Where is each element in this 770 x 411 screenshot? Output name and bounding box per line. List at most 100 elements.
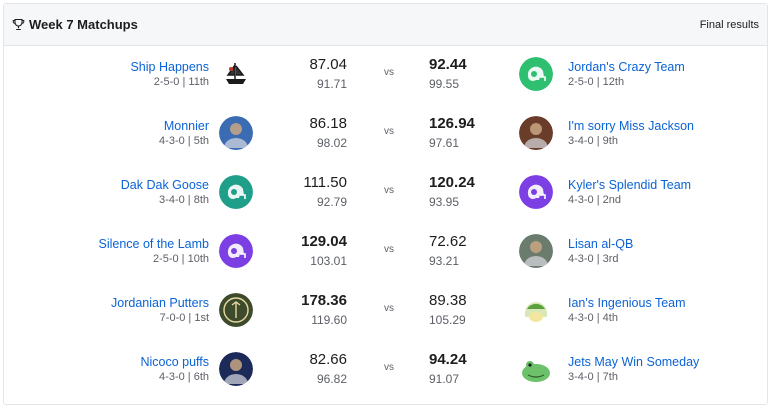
right-team-avatar[interactable]	[519, 234, 553, 268]
left-team-avatar[interactable]	[219, 116, 253, 150]
left-team: Monnier 4-3-0 | 5th	[159, 118, 209, 149]
right-team: Jets May Win Someday 3-4-0 | 7th	[568, 354, 699, 385]
vs-label: vs	[384, 126, 394, 137]
vs-label: vs	[384, 362, 394, 373]
left-team-name-link[interactable]: Dak Dak Goose	[120, 178, 209, 192]
football-helmet-avatar-icon	[219, 175, 253, 209]
left-team: Nicoco puffs 4-3-0 | 6th	[140, 354, 209, 385]
character-photo-avatar-icon	[519, 234, 553, 268]
left-score-block: 87.04 91.71	[309, 55, 347, 93]
status-label: Final results	[699, 18, 759, 31]
matchup-row[interactable]: Jordanian Putters 7-0-0 | 1st 178.36 119.60…	[4, 281, 767, 340]
matchup-row[interactable]: Dak Dak Goose 3-4-0 | 8th 111.50 92.79 vs 120…	[4, 163, 767, 222]
right-team-record: 4-3-0 | 3rd	[568, 253, 619, 265]
right-team-record: 2-5-0 | 12th	[568, 76, 625, 88]
matchups-header: Week 7 Matchups Final results	[4, 4, 767, 46]
left-score: 82.66	[309, 351, 347, 368]
left-score-block: 111.50 92.79	[303, 173, 347, 211]
left-team-record: 2-5-0 | 11th	[153, 76, 209, 88]
right-score: 94.24	[429, 351, 467, 368]
header-title-group: Week 7 Matchups	[12, 17, 138, 32]
matchup-row[interactable]: Ship Happens 2-5-0 | 11th 87.04 91.71 vs 92.4…	[4, 45, 767, 104]
vs-label: vs	[384, 185, 394, 196]
right-team-name-link[interactable]: Jets May Win Someday	[568, 355, 700, 369]
right-score-block: 120.24 93.95	[429, 173, 475, 211]
football-helmet-avatar-icon	[219, 234, 253, 268]
right-score: 72.62	[429, 233, 467, 250]
left-team-name-link[interactable]: Monnier	[163, 119, 209, 133]
left-team-record: 4-3-0 | 5th	[159, 135, 209, 147]
left-score: 129.04	[301, 233, 347, 250]
right-team-avatar[interactable]	[519, 175, 553, 209]
right-projected-score: 91.07	[429, 372, 460, 386]
right-score: 126.94	[429, 115, 475, 132]
left-team: Jordanian Putters 7-0-0 | 1st	[111, 295, 209, 326]
left-team: Dak Dak Goose 3-4-0 | 8th	[121, 177, 209, 208]
left-team-avatar[interactable]	[219, 175, 253, 209]
right-team-record: 3-4-0 | 7th	[568, 371, 618, 383]
left-score: 178.36	[301, 292, 347, 309]
left-team-avatar[interactable]	[219, 234, 253, 268]
left-projected-score: 91.71	[316, 77, 347, 91]
left-projected-score: 96.82	[316, 372, 347, 386]
right-team-record: 4-3-0 | 4th	[568, 312, 618, 324]
right-score-block: 126.94 97.61	[429, 114, 475, 152]
vs-label: vs	[384, 303, 394, 314]
right-team-name-link[interactable]: Lisan al-QB	[568, 237, 634, 251]
right-score-block: 92.44 99.55	[429, 55, 467, 93]
left-team-record: 3-4-0 | 8th	[159, 194, 209, 206]
right-score: 92.44	[429, 56, 467, 73]
left-team-name-link[interactable]: Silence of the Lamb	[98, 237, 210, 251]
right-score: 120.24	[429, 174, 475, 191]
left-score-block: 86.18 98.02	[309, 114, 347, 152]
left-projected-score: 119.60	[311, 313, 347, 327]
left-team-record: 2-5-0 | 10th	[152, 253, 209, 265]
right-team: Ian's Ingenious Team 4-3-0 | 4th	[568, 295, 686, 326]
matchup-row[interactable]: Nicoco puffs 4-3-0 | 6th 82.66 96.82 vs 94.24…	[4, 340, 767, 399]
left-team-avatar[interactable]	[219, 57, 253, 91]
pirate-ship-avatar-icon	[219, 57, 253, 91]
frog-cartoon-avatar-icon	[519, 352, 553, 386]
vs-label: vs	[384, 67, 394, 78]
right-projected-score: 97.61	[429, 136, 460, 150]
right-team-name-link[interactable]: I'm sorry Miss Jackson	[568, 119, 695, 133]
matchup-row[interactable]: Silence of the Lamb 2-5-0 | 10th 129.04 103…	[4, 222, 767, 281]
left-team-name-link[interactable]: Ship Happens	[130, 60, 209, 74]
page-title: Week 7 Matchups	[29, 17, 138, 32]
left-projected-score: 92.79	[316, 195, 347, 209]
right-projected-score: 93.21	[429, 254, 460, 268]
left-score: 86.18	[309, 115, 347, 132]
right-team-avatar[interactable]	[519, 352, 553, 386]
left-team-avatar[interactable]	[219, 352, 253, 386]
left-team-name-link[interactable]: Nicoco puffs	[140, 355, 209, 369]
right-team-avatar[interactable]	[519, 116, 553, 150]
left-score-block: 82.66 96.82	[309, 350, 347, 388]
matchup-row[interactable]: Monnier 4-3-0 | 5th 86.18 98.02 vs 126.94 97.6…	[4, 104, 767, 163]
right-team-record: 3-4-0 | 9th	[568, 135, 618, 147]
left-score: 87.04	[309, 56, 347, 73]
cartoon-face-avatar-icon	[519, 293, 553, 327]
vs-label: vs	[384, 244, 394, 255]
trophy-icon	[12, 18, 25, 31]
player-photo-avatar-icon	[219, 352, 253, 386]
left-team-avatar[interactable]	[219, 293, 253, 327]
right-team-name-link[interactable]: Jordan's Crazy Team	[568, 60, 685, 74]
left-score-block: 129.04 103.01	[301, 232, 347, 270]
right-team-name-link[interactable]: Ian's Ingenious Team	[568, 296, 686, 310]
right-team-avatar[interactable]	[519, 293, 553, 327]
football-helmet-avatar-icon	[519, 57, 553, 91]
left-team-name-link[interactable]: Jordanian Putters	[111, 296, 209, 310]
left-team-record: 4-3-0 | 6th	[159, 371, 209, 383]
right-team-avatar[interactable]	[519, 57, 553, 91]
group-photo-avatar-icon	[519, 116, 553, 150]
right-score-block: 72.62 93.21	[429, 232, 467, 270]
right-team-record: 4-3-0 | 2nd	[568, 194, 622, 206]
left-score-block: 178.36 119.60	[301, 291, 347, 329]
right-team-name-link[interactable]: Kyler's Splendid Team	[568, 178, 692, 192]
matchups-card: Week 7 Matchups Final results Ship Happe…	[3, 3, 768, 405]
right-score-block: 94.24 91.07	[429, 350, 467, 388]
badge-logo-avatar-icon	[219, 293, 253, 327]
right-team: I'm sorry Miss Jackson 3-4-0 | 9th	[568, 118, 694, 149]
right-projected-score: 99.55	[429, 77, 460, 91]
right-projected-score: 105.29	[429, 313, 466, 327]
